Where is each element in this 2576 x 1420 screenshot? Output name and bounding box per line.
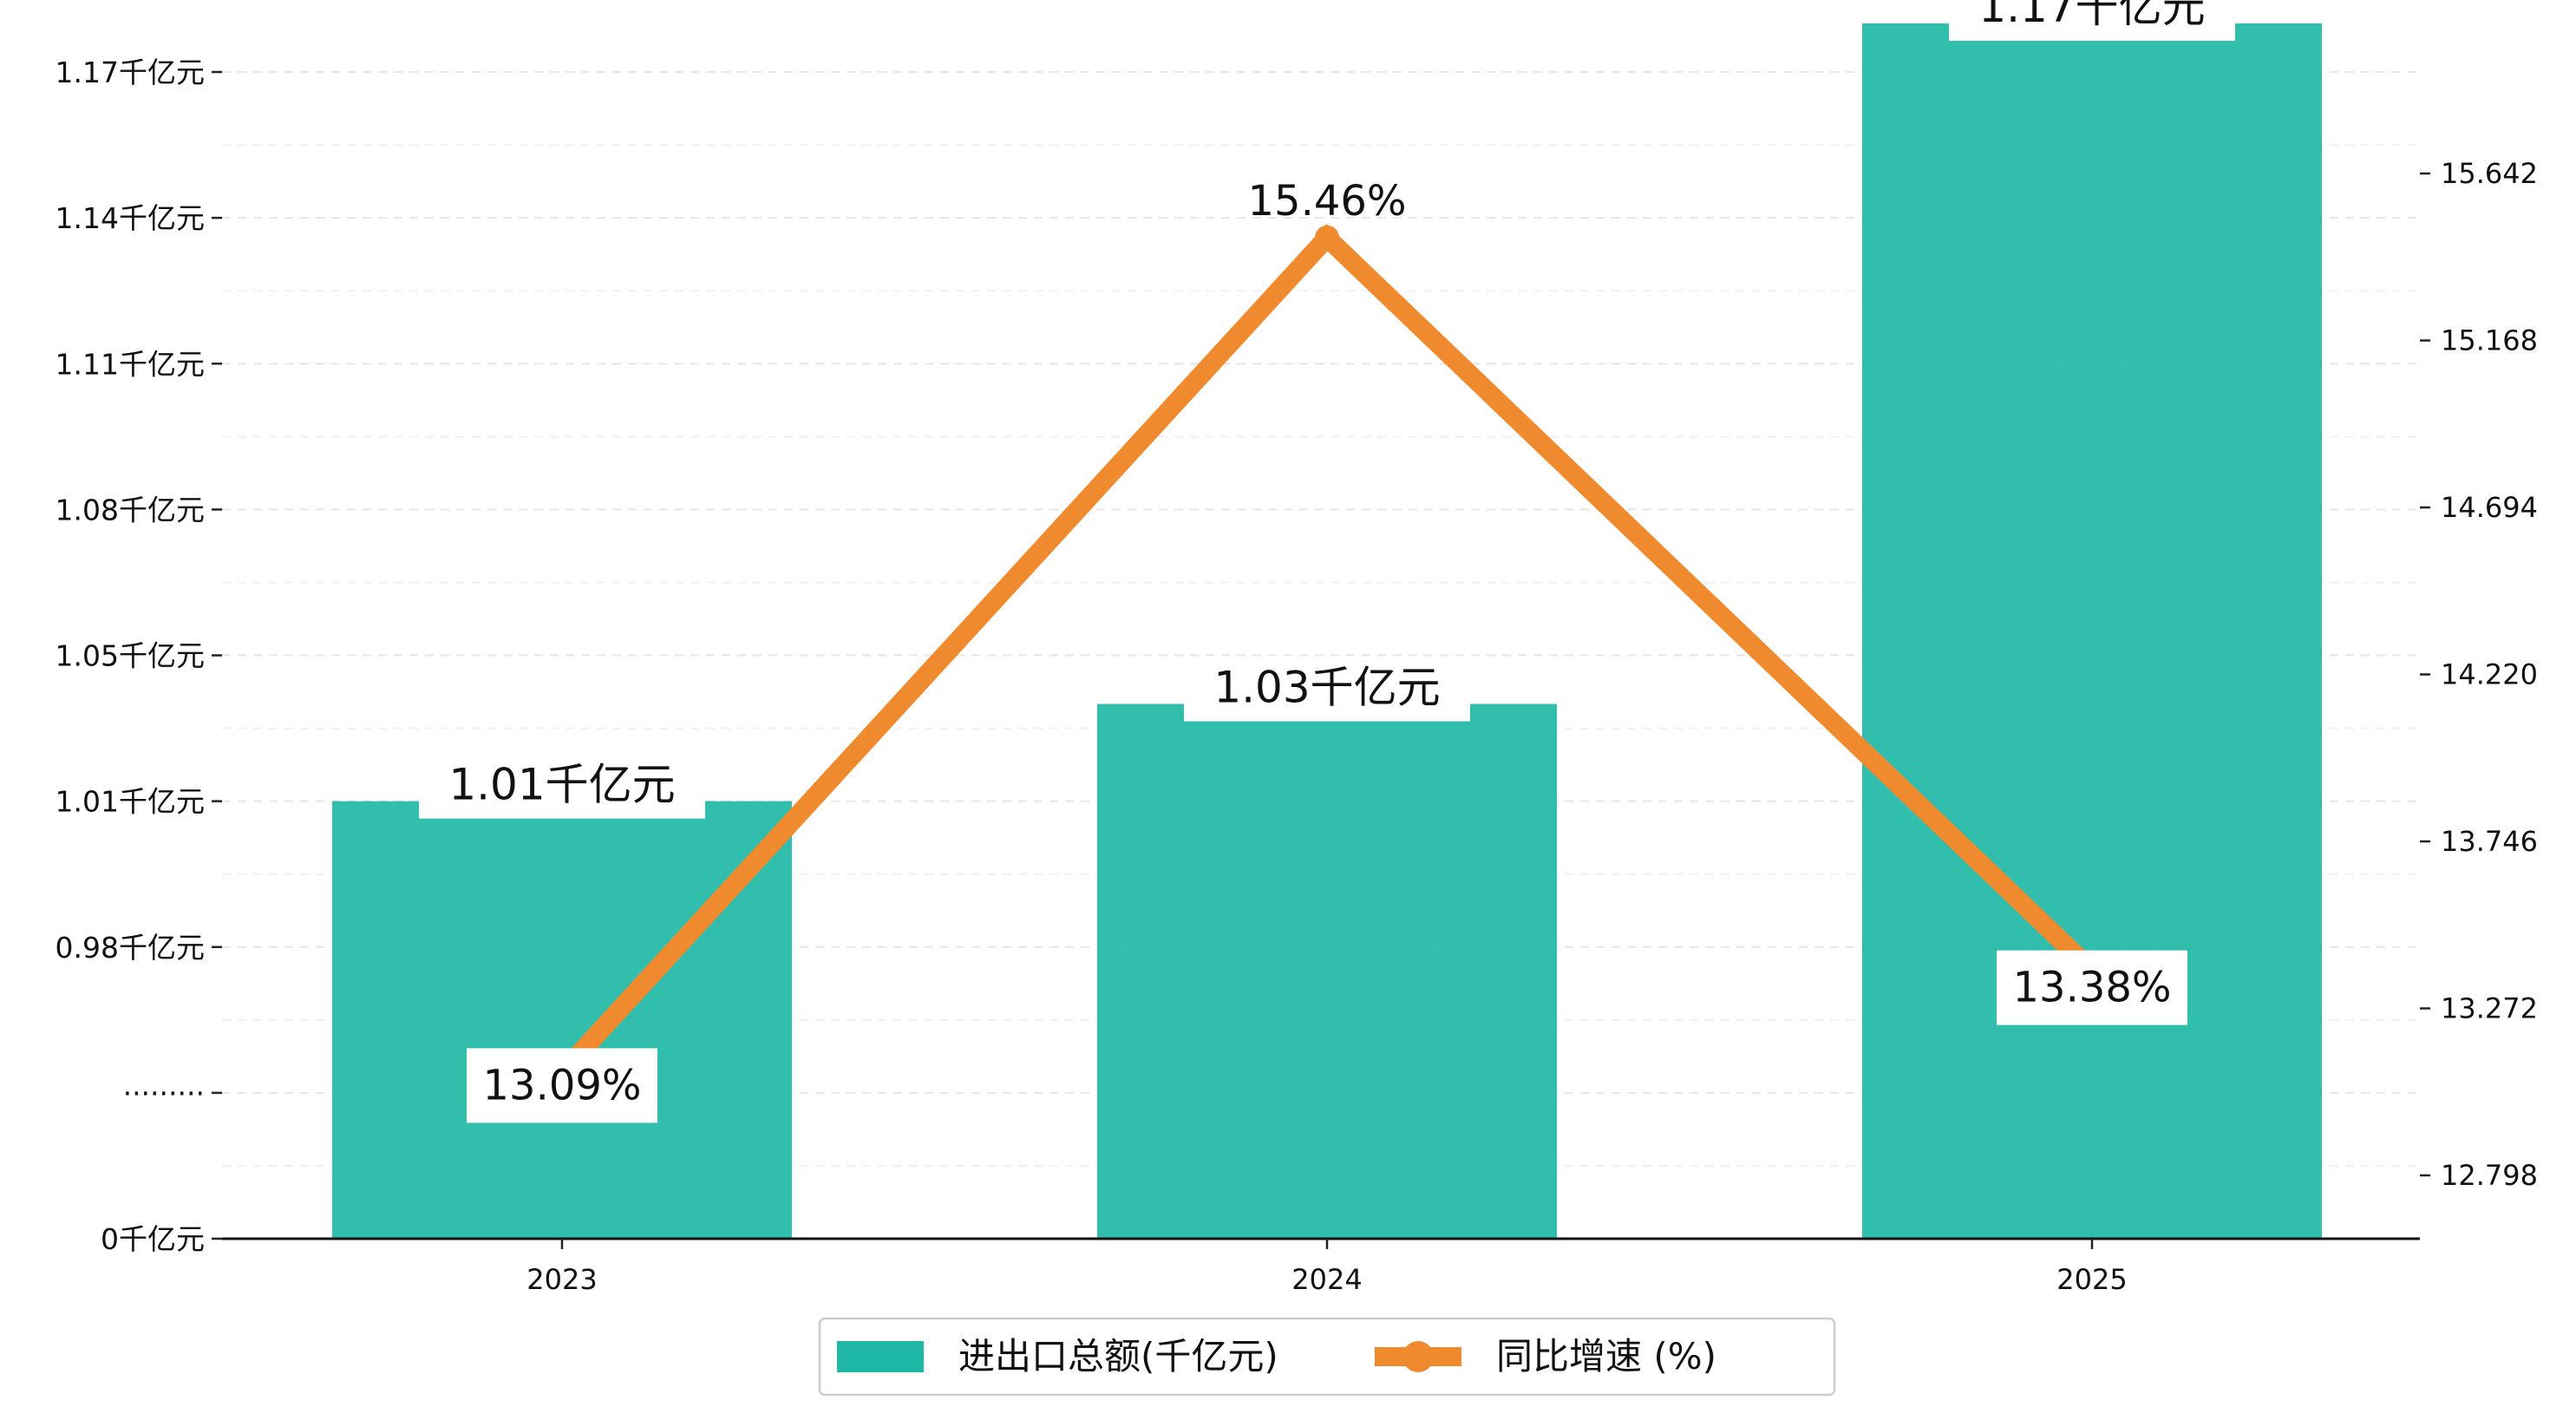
line-value-label-box bbox=[1997, 950, 2187, 1025]
right-tick-label: 13.746 bbox=[2441, 825, 2538, 858]
right-tick-label: 13.272 bbox=[2441, 992, 2538, 1025]
legend-line-marker bbox=[1402, 1341, 1434, 1372]
bar bbox=[332, 801, 792, 1239]
bar-value-label: 1.03千亿元 bbox=[1213, 663, 1440, 713]
legend-bar-label: 进出口总额(千亿元) bbox=[958, 1335, 1278, 1377]
right-tick-label: 14.220 bbox=[2441, 658, 2538, 691]
left-tick-label: 1.17千亿元 bbox=[56, 56, 205, 89]
data-labels: 1.01千亿元 1.03千亿元 1.17千亿元 13.09% 15.46% 13.38% bbox=[419, 0, 2235, 1123]
left-tick-label: 1.05千亿元 bbox=[56, 639, 205, 673]
growth-line-point bbox=[1315, 225, 1339, 250]
bar bbox=[1097, 703, 1557, 1239]
right-tick-label: 15.642 bbox=[2441, 157, 2538, 190]
right-tick-label: 14.694 bbox=[2441, 491, 2538, 524]
right-tick-label: 12.798 bbox=[2441, 1159, 2538, 1192]
axes: 0千亿元 ········· 0.98千亿元 1.01千亿元 1.05千亿元 1.08千亿… bbox=[56, 56, 2538, 1296]
x-tick-label: 2025 bbox=[2056, 1263, 2127, 1296]
line-value-label-box bbox=[467, 1048, 657, 1123]
line-value-label: 13.38% bbox=[2012, 964, 2171, 1012]
bar bbox=[1862, 23, 2322, 1239]
bar-value-label-box bbox=[419, 762, 705, 819]
line-value-label: 13.09% bbox=[482, 1061, 641, 1109]
left-tick-label: ········· bbox=[123, 1076, 205, 1110]
legend: 进出口总额(千亿元) 同比增速 (%) bbox=[818, 1317, 1836, 1397]
right-tick-label: 15.168 bbox=[2441, 324, 2538, 357]
legend-line-label: 同比增速 (%) bbox=[1496, 1335, 1716, 1377]
left-tick-label: 1.14千亿元 bbox=[56, 201, 205, 235]
bars bbox=[332, 23, 2322, 1239]
left-tick-label: 1.08千亿元 bbox=[56, 493, 205, 527]
bar-value-label: 1.01千亿元 bbox=[448, 760, 675, 810]
left-tick-label: 0.98千亿元 bbox=[56, 931, 205, 965]
x-tick-label: 2024 bbox=[1291, 1263, 1362, 1296]
bar-value-label: 1.17千亿元 bbox=[1978, 0, 2205, 32]
legend-box bbox=[818, 1317, 1836, 1397]
line-value-label: 15.46% bbox=[1247, 177, 1406, 226]
x-tick-label: 2023 bbox=[526, 1263, 597, 1296]
left-tick-label: 0千亿元 bbox=[101, 1222, 205, 1256]
legend-bar-swatch bbox=[837, 1341, 924, 1372]
bar-value-label-box bbox=[1949, 0, 2235, 41]
left-tick-label: 1.11千亿元 bbox=[56, 347, 205, 381]
left-tick-label: 1.01千亿元 bbox=[56, 785, 205, 819]
bar-value-label-box bbox=[1184, 665, 1470, 722]
